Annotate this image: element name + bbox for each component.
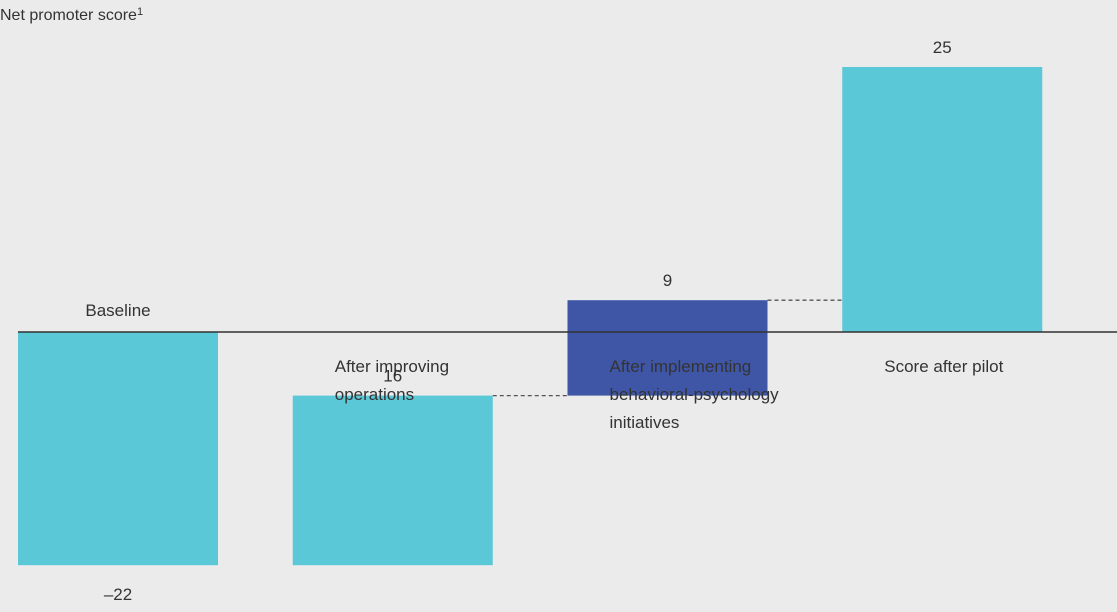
category-label-2-line-0: After implementing: [610, 357, 752, 376]
chart-title: Net promoter score1: [0, 6, 143, 24]
category-label-2-line-1: behavioral-psychology: [610, 385, 780, 404]
category-label-0-line-0: Baseline: [85, 301, 150, 320]
bar-3: [842, 67, 1043, 332]
bar-1: [292, 395, 493, 566]
category-label-2-line-2: initiatives: [610, 413, 680, 432]
value-label-1: 16: [383, 367, 402, 386]
category-label-2: After implementing behavioral-psychology i…: [610, 357, 780, 432]
value-label-0: –22: [104, 585, 132, 604]
chart-title-footnote: 1: [137, 6, 143, 18]
category-label-3: Score after pilot: [884, 357, 1003, 376]
bar-group: [18, 67, 1043, 566]
bar-2: [567, 300, 768, 396]
bar-0: [18, 332, 218, 566]
value-label-group: –22 16 9 25: [104, 38, 952, 604]
category-label-1-line-0: After improving: [335, 357, 449, 376]
value-label-2: 9: [663, 271, 672, 290]
category-label-1-line-1: operations: [335, 385, 414, 404]
category-label-3-line-0: Score after pilot: [884, 357, 1003, 376]
connector-group: [492, 299, 843, 397]
category-label-0: Baseline: [85, 301, 150, 320]
chart-title-text: Net promoter score: [0, 7, 137, 24]
value-label-3: 25: [933, 38, 952, 57]
category-label-1: After improving operations: [335, 357, 449, 404]
